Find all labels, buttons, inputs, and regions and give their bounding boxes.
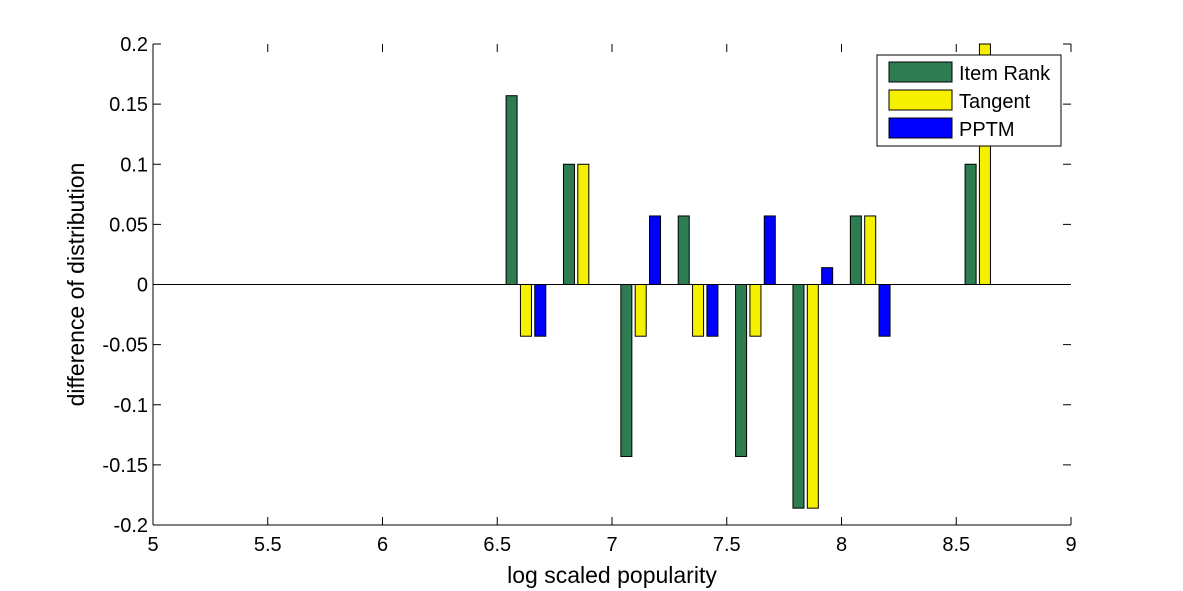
y-tick-label: 0.1 (120, 154, 148, 176)
bar (562, 163, 575, 285)
legend: Item Rank Tangent PPTM (876, 54, 1062, 147)
bar (706, 284, 719, 337)
y-axis-title: difference of distribution (63, 163, 89, 407)
bar (964, 163, 977, 285)
bar (692, 284, 705, 337)
bar (577, 163, 590, 285)
y-tick-label: 0 (137, 275, 148, 297)
ticks-layer: 5 5.5 6 6.5 7 7.5 8 8.5 9 0.2 0.15 0.1 0.05 0 -0.05 -0.… (102, 34, 1076, 556)
bar (634, 284, 647, 337)
legend-label: Item Rank (959, 63, 1051, 85)
legend-label: PPTM (959, 119, 1015, 141)
y-tick-label: -0.1 (114, 395, 148, 417)
y-tick-label: 0.2 (120, 34, 148, 56)
bar (534, 284, 547, 337)
bar (792, 284, 805, 509)
y-tick-label: -0.2 (114, 515, 148, 537)
legend-items: Item Rank Tangent PPTM (888, 61, 1051, 141)
bar (821, 267, 834, 286)
x-tick-label: 6 (377, 534, 388, 556)
x-tick-label: 9 (1065, 534, 1076, 556)
bar (849, 215, 862, 286)
bar (864, 215, 877, 286)
x-tick-label: 5.5 (254, 534, 282, 556)
y-tick-label: -0.05 (102, 335, 148, 357)
bar (749, 284, 762, 337)
y-tick-label: 0.15 (109, 94, 148, 116)
legend-swatch (888, 117, 953, 139)
x-tick-label: 6.5 (483, 534, 511, 556)
bar (806, 284, 819, 509)
bar (519, 284, 532, 337)
y-tick-label: 0.05 (109, 214, 148, 236)
bar (620, 284, 633, 457)
bar (649, 215, 662, 286)
bar (763, 215, 776, 286)
bar (677, 215, 690, 286)
legend-swatch (888, 61, 953, 83)
legend-swatch (888, 89, 953, 111)
x-tick-label: 8.5 (942, 534, 970, 556)
x-tick-label: 7 (606, 534, 617, 556)
bar (735, 284, 748, 457)
x-tick-label: 8 (836, 534, 847, 556)
legend-label: Tangent (959, 91, 1031, 113)
x-tick-label: 7.5 (713, 534, 741, 556)
bar (878, 284, 891, 337)
bar (505, 95, 518, 285)
x-tick-label: 5 (147, 534, 158, 556)
y-tick-label: -0.15 (102, 455, 148, 477)
x-axis-title: log scaled popularity (507, 562, 717, 588)
